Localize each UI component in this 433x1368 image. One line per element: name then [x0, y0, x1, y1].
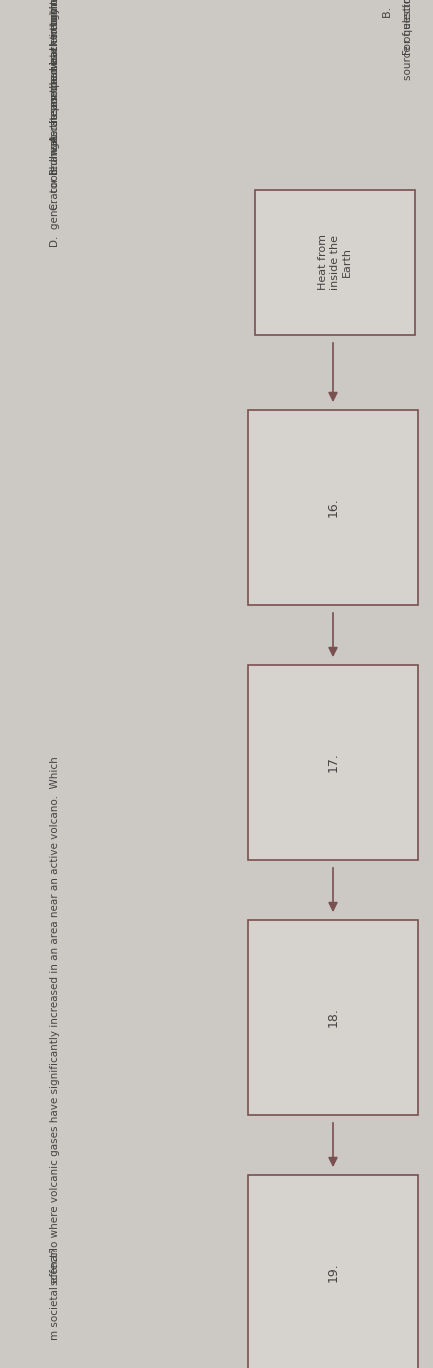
Text: 18.: 18. — [326, 1007, 339, 1027]
Text: A.  steam causes the turbine to turn: A. steam causes the turbine to turn — [50, 0, 60, 142]
Text: B.  heat causes the water to turn into steam: B. heat causes the water to turn into st… — [50, 0, 60, 175]
Polygon shape — [255, 190, 415, 335]
Polygon shape — [248, 665, 418, 860]
Polygon shape — [248, 1175, 418, 1368]
Polygon shape — [248, 410, 418, 605]
Text: D.  generator changes the mechanical energy to electrical energy: D. generator changes the mechanical ener… — [50, 0, 60, 248]
Text: 17.: 17. — [326, 752, 339, 772]
Polygon shape — [248, 921, 418, 1115]
Text: m societal effect?: m societal effect? — [50, 1248, 60, 1341]
Text: Heat from
inside the
Earth: Heat from inside the Earth — [318, 234, 352, 290]
Text: scenario where volcanic gases have significantly increased in an area near an ac: scenario where volcanic gases have signi… — [50, 757, 60, 1285]
Text: For questions 16, 17, 18 & 19.  Complete the chart below to show how the heat fr: For questions 16, 17, 18 & 19. Complete … — [403, 0, 413, 55]
Text: B.  both pro: B. both pro — [383, 0, 393, 18]
Text: C.  cooled water is pumped back into the earth: C. cooled water is pumped back into the … — [50, 0, 60, 211]
Text: 19.: 19. — [326, 1263, 339, 1282]
Text: source of electricity in a power plant.: source of electricity in a power plant. — [403, 0, 413, 79]
Text: 16.: 16. — [326, 497, 339, 517]
